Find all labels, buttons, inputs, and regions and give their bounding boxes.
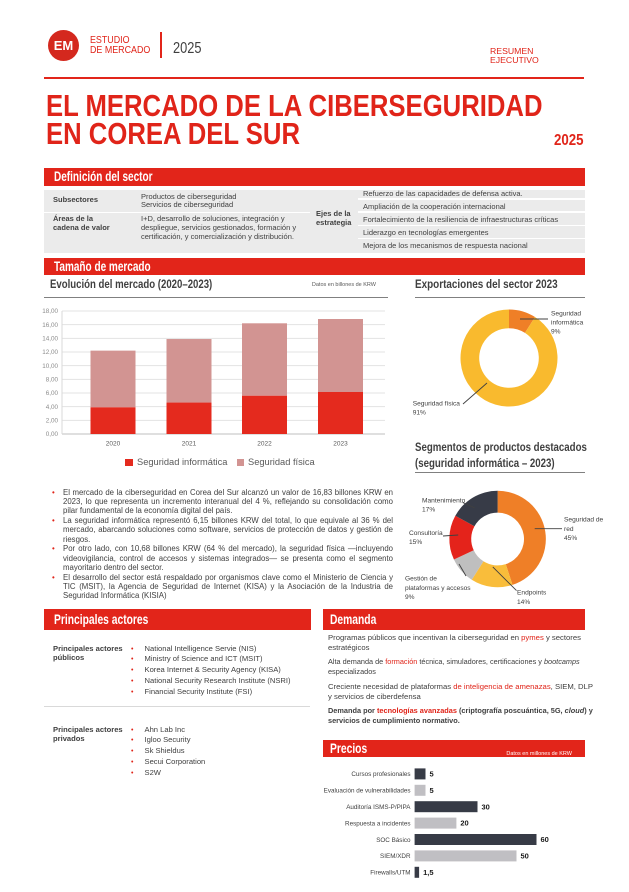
svg-text:Cursos profesionales: Cursos profesionales	[351, 771, 410, 778]
svg-text:12,00: 12,00	[42, 349, 58, 356]
svg-text:Evaluación de vulnerabilidades: Evaluación de vulnerabilidades	[324, 788, 411, 795]
svg-text:Seguridad física: Seguridad física	[413, 401, 461, 408]
svg-text:9%: 9%	[551, 329, 561, 336]
svg-text:14%: 14%	[517, 599, 530, 606]
svg-text:2020: 2020	[106, 441, 121, 448]
svg-text:2022: 2022	[257, 441, 272, 448]
svg-text:Consultoría: Consultoría	[409, 530, 443, 537]
svg-text:Auditoría ISMS-P/PIPA: Auditoría ISMS-P/PIPA	[346, 804, 411, 811]
svg-text:informática: informática	[551, 320, 584, 327]
svg-text:1,5: 1,5	[423, 868, 433, 877]
svg-text:18,00: 18,00	[42, 308, 58, 315]
svg-text:17%: 17%	[422, 507, 435, 514]
svg-text:9%: 9%	[405, 594, 415, 601]
svg-text:4,00: 4,00	[46, 404, 59, 411]
svg-text:Gestión de: Gestión de	[405, 576, 437, 583]
svg-text:91%: 91%	[413, 410, 426, 417]
svg-text:Seguridad: Seguridad	[551, 311, 581, 318]
svg-text:Seguridad de: Seguridad de	[564, 517, 604, 524]
svg-text:10,00: 10,00	[42, 363, 58, 370]
svg-text:Mantenimiento: Mantenimiento	[422, 498, 466, 505]
svg-text:Respuesta a incidentes: Respuesta a incidentes	[345, 820, 410, 827]
svg-text:5: 5	[430, 786, 434, 795]
svg-text:Firewalls/UTM: Firewalls/UTM	[370, 870, 410, 877]
svg-text:45%: 45%	[564, 535, 577, 542]
svg-text:50: 50	[521, 852, 529, 861]
svg-text:5: 5	[430, 770, 434, 779]
svg-text:6,00: 6,00	[46, 390, 59, 397]
svg-text:red: red	[564, 526, 574, 533]
svg-text:30: 30	[482, 802, 490, 811]
svg-text:16,00: 16,00	[42, 322, 58, 329]
svg-text:plataformas y accesos: plataformas y accesos	[405, 585, 471, 592]
svg-text:0,00: 0,00	[46, 431, 59, 438]
svg-text:2021: 2021	[182, 441, 197, 448]
svg-text:60: 60	[541, 835, 549, 844]
svg-text:15%: 15%	[409, 539, 422, 546]
svg-text:Endpoints: Endpoints	[517, 590, 547, 597]
svg-text:20: 20	[460, 819, 468, 828]
svg-text:SIEM/XDR: SIEM/XDR	[380, 853, 411, 860]
svg-text:14,00: 14,00	[42, 336, 58, 343]
svg-text:2,00: 2,00	[46, 418, 59, 425]
svg-text:SOC Básico: SOC Básico	[376, 837, 411, 844]
svg-text:8,00: 8,00	[46, 377, 59, 384]
svg-text:2023: 2023	[333, 441, 348, 448]
